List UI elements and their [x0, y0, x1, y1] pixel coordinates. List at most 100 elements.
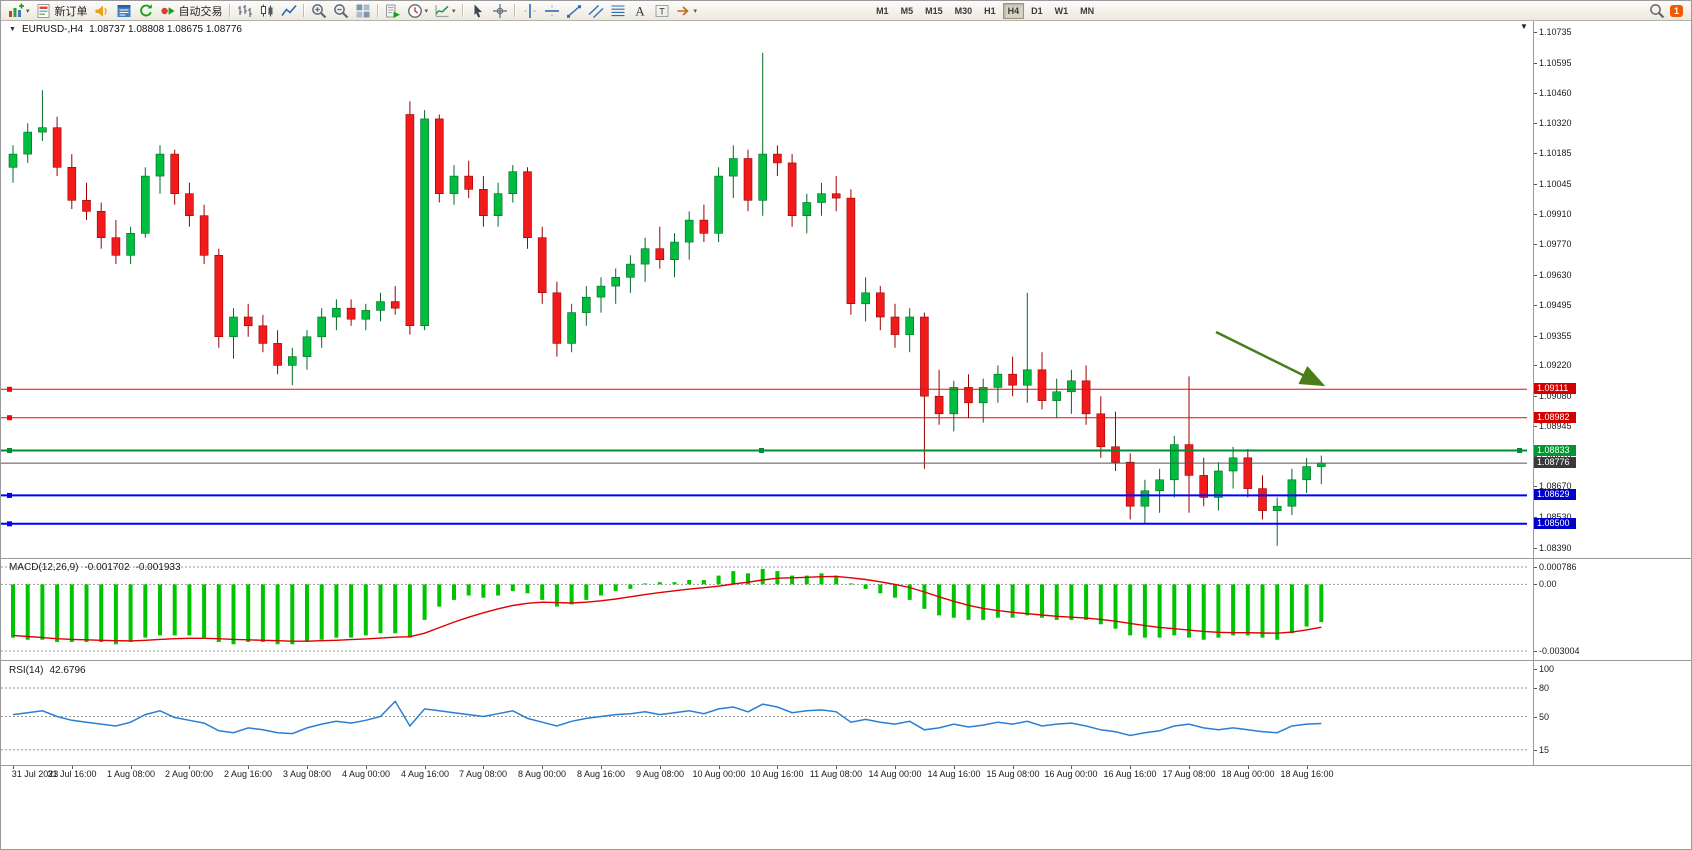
horizontal-line-button[interactable] [541, 1, 563, 20]
panel-divider[interactable] [1, 558, 1691, 559]
crosshair-button[interactable] [489, 1, 511, 20]
one-click-collapse-icon[interactable]: ▼ [9, 26, 16, 33]
new-order-button[interactable]: 新订单 [33, 1, 91, 20]
text-button[interactable]: A [629, 1, 651, 20]
axis-tick [1533, 749, 1537, 751]
tile-windows-button[interactable] [352, 1, 374, 20]
axis-tick [1533, 153, 1537, 154]
tf-button-h4[interactable]: H4 [1002, 2, 1025, 19]
date-tick [542, 765, 543, 769]
date-label: 2 Aug 16:00 [223, 769, 273, 779]
time-periods-icon [407, 3, 422, 18]
date-tick [72, 765, 73, 769]
price-tag: 1.09111 [1534, 383, 1576, 395]
date-tick [1130, 765, 1131, 769]
axis-tick [1533, 123, 1537, 125]
date-label: 10 Aug 00:00 [692, 769, 746, 779]
date-label: 7 Aug 08:00 [458, 769, 508, 779]
vertical-line-button[interactable] [519, 1, 541, 20]
axis-tick [1533, 244, 1537, 246]
toolbar-separator [228, 4, 231, 17]
price-axis-label: 1.09355 [1539, 330, 1572, 341]
date-tick [601, 765, 602, 769]
axis-tick [1533, 32, 1537, 33]
tf-button-w1[interactable]: W1 [1054, 5, 1069, 16]
new-chart-button[interactable]: ▾ [5, 1, 33, 20]
date-tick [719, 765, 720, 769]
cursor-button[interactable] [467, 1, 489, 20]
bar-chart-button[interactable] [234, 1, 256, 20]
tf-button-mn[interactable]: MN [1080, 5, 1095, 16]
equidistant-channel-button[interactable] [585, 1, 607, 20]
axis-tick [1533, 183, 1537, 185]
annotation-arrow[interactable] [1215, 330, 1326, 387]
rsi-axis-label: 100 [1539, 664, 1555, 674]
tf-button-d1[interactable]: D1 [1031, 5, 1043, 16]
market-watch-button[interactable] [113, 1, 135, 20]
date-label: 10 Aug 16:00 [750, 769, 804, 779]
trendline-icon [566, 4, 581, 18]
auto-trading-button[interactable]: 自动交易 [157, 1, 226, 20]
dropdown-caret-icon: ▾ [26, 7, 30, 15]
price-axis-label: 1.09770 [1539, 239, 1572, 250]
axis-tick [1533, 517, 1537, 519]
fibonacci-button[interactable] [607, 1, 629, 20]
candlestick-chart-button[interactable] [256, 1, 278, 20]
text-label-button[interactable]: T [651, 1, 673, 20]
dropdown-caret-icon: ▾ [452, 7, 456, 15]
arrows-tool-icon [677, 5, 689, 16]
notification-badge[interactable]: 1 [1669, 4, 1683, 17]
toolbar-separator [461, 4, 464, 17]
price-axis-label: 1.10595 [1539, 57, 1572, 68]
alerts-button[interactable] [91, 1, 113, 20]
indicators-list-button[interactable]: ▾ [431, 1, 459, 20]
refresh-button[interactable] [135, 1, 157, 20]
toolbar-separator [513, 4, 516, 17]
dropdown-caret-icon: ▾ [693, 7, 698, 15]
chart-shift-icon[interactable]: ▼ [1520, 22, 1528, 31]
date-label: 14 Aug 00:00 [868, 769, 922, 779]
tf-button-m5[interactable]: M5 [900, 5, 914, 16]
zoom-out-button[interactable] [330, 1, 352, 20]
date-tick [307, 765, 308, 769]
panel-divider[interactable] [1, 660, 1691, 661]
price-axis-label: 1.08670 [1539, 481, 1572, 492]
tile-windows-icon [356, 4, 370, 17]
price-axis-label: 1.10185 [1539, 148, 1572, 158]
zoom-in-icon [311, 3, 326, 18]
macd-signal-value: -0.001933 [135, 562, 181, 573]
tf-button-m1[interactable]: M1 [876, 5, 889, 16]
date-label: 2 Aug 00:00 [164, 769, 214, 779]
arrows-tool-button[interactable]: ▾ [673, 1, 701, 20]
price-tag: 1.08833 [1534, 444, 1576, 456]
new-order-icon [37, 3, 50, 18]
tf-button-m15[interactable]: M15 [925, 5, 943, 16]
date-label: 8 Aug 16:00 [576, 769, 626, 779]
price-tag: 1.08500 [1534, 517, 1576, 529]
date-tick [189, 765, 190, 769]
time-periods-button[interactable]: ▾ [404, 1, 432, 20]
axis-tick [1533, 486, 1537, 488]
axis-tick [1533, 275, 1537, 277]
rsi-panel-canvas[interactable] [1, 661, 1533, 764]
rsi-axis-label: 15 [1539, 744, 1550, 755]
trendline-button[interactable] [563, 1, 585, 20]
price-chart-canvas[interactable] [1, 21, 1533, 558]
tf-button-m30[interactable]: M30 [954, 5, 973, 16]
date-label: 1 Aug 08:00 [106, 769, 156, 779]
date-label: 14 Aug 16:00 [927, 769, 981, 779]
ohlc-values: 1.08737 1.08808 1.08675 1.08776 [89, 24, 242, 35]
axis-tick [1533, 396, 1537, 398]
fibonacci-icon [611, 4, 625, 16]
price-axis-label: 1.10320 [1539, 118, 1572, 129]
search-icon [1650, 3, 1665, 18]
zoom-in-button[interactable] [308, 1, 330, 20]
tf-button-h1[interactable]: H1 [984, 5, 996, 16]
indicators-list-icon [435, 4, 449, 17]
search-button[interactable] [1646, 1, 1668, 20]
price-axis-label: 1.08810 [1539, 450, 1572, 461]
strategy-tester-button[interactable] [382, 1, 404, 20]
axis-tick [1533, 455, 1537, 457]
macd-panel-canvas[interactable] [1, 559, 1533, 659]
line-chart-button[interactable] [278, 1, 300, 20]
